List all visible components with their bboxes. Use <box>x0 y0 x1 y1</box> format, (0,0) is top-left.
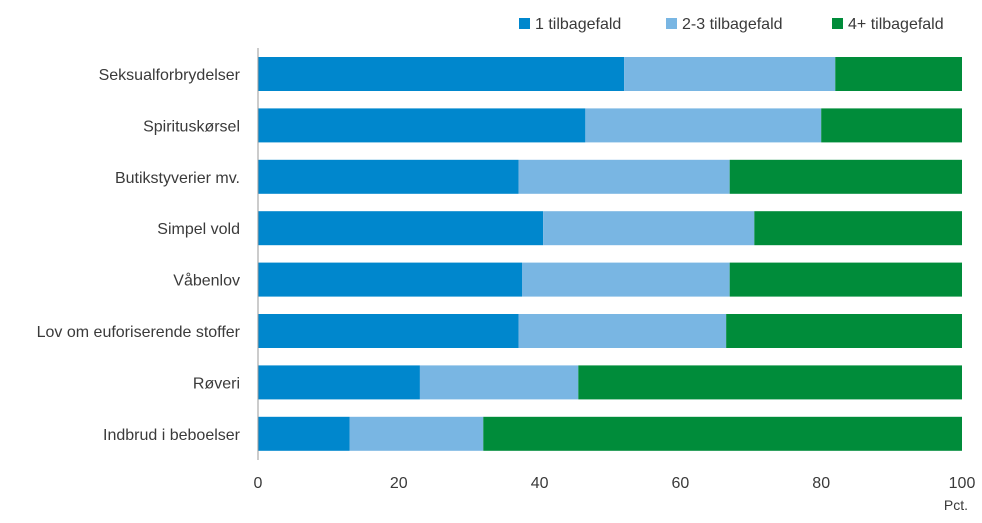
bar-segment-3-row-6 <box>726 314 962 348</box>
bar-segment-2-row-5 <box>522 262 730 297</box>
bar-segment-2-row-1 <box>624 57 836 91</box>
bar-segment-2-row-2 <box>585 108 822 143</box>
bar-segment-3-row-4 <box>754 211 962 246</box>
bar-segment-2-row-3 <box>518 159 730 194</box>
legend-label-3: 4+ tilbagefald <box>848 16 944 33</box>
bar-segment-3-row-7 <box>578 365 962 400</box>
x-tick-label: 100 <box>949 475 976 492</box>
bar-segment-2-row-7 <box>419 365 579 400</box>
bar-segment-1-row-6 <box>258 314 519 348</box>
bar-segment-1-row-4 <box>258 211 544 246</box>
category-labels: Seksualforbrydelser Spirituskørsel Butikst… <box>37 67 241 444</box>
bar-segment-3-row-2 <box>821 108 962 143</box>
x-tick-label: 0 <box>254 475 263 492</box>
category-label: Spirituskørsel <box>143 118 240 135</box>
category-label: Røveri <box>193 375 240 392</box>
category-label: Indbrud i beboelser <box>103 427 241 444</box>
category-label: Simpel vold <box>157 221 240 238</box>
bar-segment-2-row-8 <box>349 416 484 451</box>
bar-segment-1-row-7 <box>258 365 420 400</box>
bar-segment-3-row-1 <box>835 57 962 91</box>
bar-segment-1-row-8 <box>258 416 350 451</box>
category-label: Seksualforbrydelser <box>99 67 241 84</box>
x-tick-label: 40 <box>531 475 549 492</box>
bar-segment-3-row-5 <box>729 262 962 297</box>
x-tick-label: 60 <box>672 475 690 492</box>
bar-segment-2-row-4 <box>543 211 755 246</box>
legend-label-1: 1 tilbagefald <box>535 16 621 33</box>
category-label: Lov om euforiserende stoffer <box>37 324 241 341</box>
bar-segment-1-row-3 <box>258 159 519 194</box>
legend-swatch-1 <box>519 18 530 29</box>
legend-swatch-2 <box>666 18 677 29</box>
bar-segment-1-row-2 <box>258 108 586 143</box>
category-label: Våbenlov <box>173 272 240 290</box>
bar-segment-3-row-3 <box>729 159 962 194</box>
legend: 1 tilbagefald 2-3 tilbagefald 4+ tilbagefa… <box>519 16 944 33</box>
x-axis-ticks: 0 20 40 60 80 100 <box>254 475 976 492</box>
bar-segment-1-row-5 <box>258 262 522 297</box>
bar-segment-3-row-8 <box>483 416 962 451</box>
bar-segment-2-row-6 <box>518 314 727 348</box>
x-tick-label: 20 <box>390 475 408 492</box>
category-label: Butikstyverier mv. <box>115 170 240 187</box>
legend-label-2: 2-3 tilbagefald <box>682 16 783 33</box>
legend-swatch-3 <box>832 18 843 29</box>
x-tick-label: 80 <box>812 475 830 492</box>
bar-segment-1-row-1 <box>258 57 625 91</box>
x-axis-unit-label: Pct. <box>944 497 968 513</box>
bars <box>258 57 962 451</box>
